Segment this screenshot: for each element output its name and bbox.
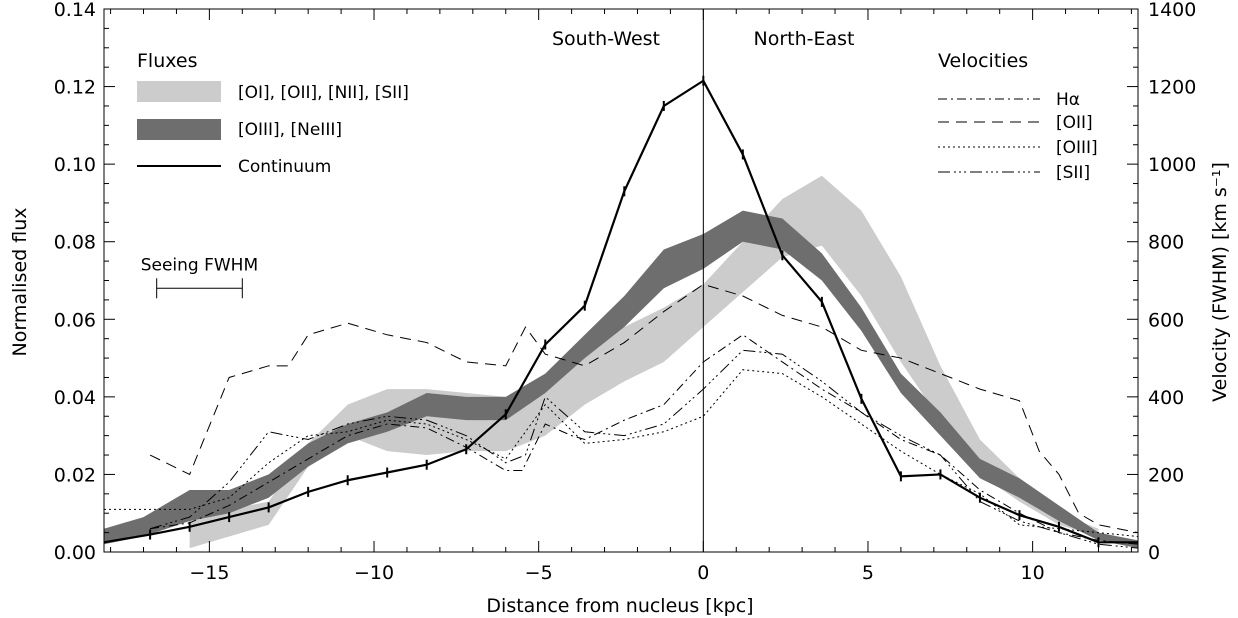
x-tick-label: 5 <box>862 562 874 584</box>
y-left-tick-label: 0.00 <box>54 542 96 564</box>
flux-legend-swatch-light <box>137 81 221 102</box>
velocity-legend-label-halpha: Hα <box>1056 90 1080 110</box>
y-right-tick-label: 1200 <box>1148 77 1196 99</box>
velocity-legend-title: Velocities <box>938 50 1028 72</box>
flux-legend-label-dark: [OIII], [NeIII] <box>238 120 342 140</box>
flux-legend-label-continuum: Continuum <box>238 157 331 177</box>
right-axis-title: Velocity (FWHM) [km s⁻¹] <box>1209 162 1231 402</box>
velocity-line-oii <box>149 283 1139 534</box>
y-left-tick-label: 0.06 <box>54 309 96 331</box>
seeing-label: Seeing FWHM <box>141 255 258 275</box>
y-left-tick-label: 0.02 <box>54 464 96 486</box>
velocity-lines <box>104 283 1139 549</box>
y-left-tick-label: 0.04 <box>54 387 96 409</box>
y-right-tick-label: 1400 <box>1148 0 1196 21</box>
flux-legend: Fluxes [OI], [OII], [NII], [SII] [OIII],… <box>137 50 409 177</box>
left-axis-title: Normalised flux <box>9 208 31 357</box>
region-label-south-west: South-West <box>552 28 660 50</box>
x-tick-label: 10 <box>1021 562 1045 584</box>
x-tick-label: −10 <box>354 562 394 584</box>
velocity-legend-label-oiii: [OIII] <box>1056 138 1098 158</box>
region-label-north-east: North-East <box>754 28 855 50</box>
velocity-line-halpha <box>150 334 1139 545</box>
y-left-tick-label: 0.08 <box>54 232 96 254</box>
continuum-series <box>103 75 1138 548</box>
seeing-indicator: Seeing FWHM <box>141 255 258 299</box>
y-left-tick-label: 0.12 <box>54 77 96 99</box>
y-left-tick-label: 0.14 <box>54 0 96 21</box>
velocity-line-oiii <box>104 369 1139 537</box>
y-right-tick-label: 600 <box>1148 309 1184 331</box>
flux-bands <box>104 175 1138 549</box>
flux-legend-swatch-dark <box>137 119 221 140</box>
velocity-line-sii <box>149 349 1139 549</box>
velocity-legend-label-sii: [SII] <box>1056 163 1090 183</box>
y-left-tick-label: 0.10 <box>54 154 96 176</box>
x-tick-label: −15 <box>189 562 229 584</box>
y-right-tick-label: 800 <box>1148 232 1184 254</box>
x-tick-label: −5 <box>525 562 553 584</box>
velocity-legend: Velocities Hα [OII] [OIII] [SII] <box>938 50 1098 183</box>
x-tick-label: 0 <box>697 562 709 584</box>
flux-band-light <box>189 175 1099 549</box>
x-axis-title: Distance from nucleus [kpc] <box>486 595 753 617</box>
y-right-tick-label: 0 <box>1148 542 1160 564</box>
flux-band-dark <box>104 210 1138 549</box>
y-right-tick-label: 400 <box>1148 387 1184 409</box>
flux-legend-title: Fluxes <box>137 50 198 72</box>
flux-legend-label-light: [OI], [OII], [NII], [SII] <box>238 83 409 103</box>
y-right-tick-label: 1000 <box>1148 154 1196 176</box>
y-right-tick-label: 200 <box>1148 464 1184 486</box>
axis-ticks: −15 −10 −5 0 5 10 0.00 0.02 0.04 0.06 0.08 0.10 0.12… <box>54 0 1197 584</box>
velocity-legend-label-oii: [OII] <box>1056 113 1093 133</box>
